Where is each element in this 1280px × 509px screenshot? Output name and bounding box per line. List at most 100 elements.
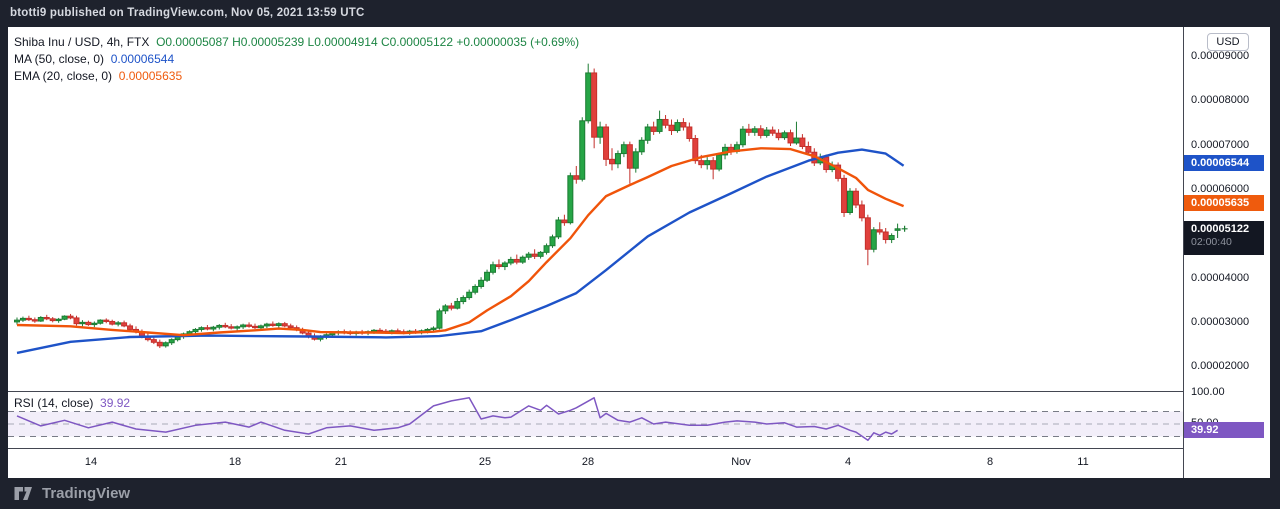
price-axis[interactable]: USD 0.00006544 0.00005635 0.00005122 02:… [1183, 27, 1270, 478]
price-pane[interactable]: Shiba Inu / USD, 4h, FTX O0.00005087 H0.… [8, 27, 1183, 391]
candle-body [632, 151, 639, 169]
candle-body [650, 126, 657, 132]
candle-body [228, 326, 235, 329]
candle-body [561, 219, 568, 224]
candle-body [692, 138, 699, 162]
candle-body [597, 126, 604, 138]
candle-body [246, 324, 253, 327]
candle-body [490, 264, 496, 273]
candle-body [739, 128, 746, 146]
candle-body [127, 325, 134, 330]
candle-body [49, 318, 56, 322]
candle-body [43, 316, 50, 320]
candle-body [507, 258, 514, 264]
price-chart-canvas[interactable] [8, 27, 1183, 391]
candle-body [61, 315, 68, 320]
price-tick-label: 0.00006000 [1191, 182, 1250, 195]
candle-body [472, 285, 479, 293]
time-tick-11: 11 [1077, 456, 1089, 468]
time-tick-18: 18 [228, 456, 242, 468]
candle-body [704, 160, 711, 166]
time-tick-21: 21 [334, 456, 348, 468]
candle-body [769, 129, 776, 134]
candle-body [19, 317, 26, 321]
time-tick-14: 14 [84, 456, 98, 468]
candle-body [793, 137, 800, 144]
candle-body [567, 175, 574, 224]
candle-body [484, 271, 491, 281]
last-price-value: 0.00005122 [1191, 223, 1250, 235]
candle-body [168, 339, 175, 344]
candle-body [680, 122, 687, 128]
ohlc-values: O0.00005087 H0.00005239 L0.00004914 C0.0… [156, 35, 580, 49]
rsi-value: 39.92 [100, 396, 131, 410]
candle-body [263, 323, 270, 327]
time-tick-Nov: Nov [731, 456, 751, 468]
candle-body [192, 328, 199, 333]
candle-body [216, 324, 223, 328]
candle-body [579, 120, 586, 180]
candle-body [115, 322, 122, 325]
rsi-value-badge: 39.92 [1184, 422, 1264, 438]
last-price-marker [901, 225, 908, 232]
footer-bar: TradingView [0, 478, 1280, 509]
publish-bar: btotti9 published on TradingView.com, No… [0, 0, 1280, 27]
candle-body [466, 291, 473, 299]
candle-body [745, 128, 752, 133]
candle-body [55, 318, 62, 322]
candle-body [888, 235, 895, 241]
candle-body [686, 126, 693, 140]
candle-body [448, 305, 455, 309]
rsi-chart-canvas[interactable] [8, 392, 1183, 448]
currency-toggle-button[interactable]: USD [1207, 33, 1249, 51]
symbol-title: Shiba Inu / USD, 4h, FTX [14, 35, 150, 49]
tradingview-logo[interactable] [14, 486, 36, 501]
candle-body [91, 322, 98, 326]
candle-body [287, 325, 294, 329]
candle-body [751, 128, 758, 133]
candle-body [31, 319, 38, 322]
rsi-label: RSI (14, close) [14, 396, 94, 410]
chart-panel: Shiba Inu / USD, 4h, FTX O0.00005087 H0.… [8, 27, 1270, 478]
brand-link[interactable]: TradingView [42, 485, 131, 502]
candle-body [204, 327, 211, 330]
candle-body [543, 245, 550, 253]
candle-body [858, 204, 865, 219]
ema-price-badge: 0.00005635 [1184, 195, 1264, 211]
candle-body [156, 341, 163, 347]
rsi-pane[interactable]: RSI (14, close) 39.92 [8, 391, 1183, 449]
candle-body [847, 190, 853, 213]
candle-body [549, 236, 556, 247]
candle-body [799, 137, 806, 147]
candle-body [531, 253, 538, 257]
rsi-line [16, 397, 898, 442]
ema-row: EMA (20, close, 0) 0.00005635 [14, 68, 579, 85]
candle-body [103, 319, 110, 322]
ma-row: MA (50, close, 0) 0.00006544 [14, 51, 579, 68]
price-tick-label: 0.00008000 [1191, 94, 1250, 107]
candle-body [150, 339, 157, 343]
candle-body [852, 190, 859, 206]
candle-body [835, 164, 842, 179]
candle-body [210, 326, 217, 330]
candle-body [805, 145, 812, 153]
candle-body [870, 229, 877, 250]
candle-body [894, 228, 901, 231]
candle-body [275, 323, 282, 326]
symbol-row: Shiba Inu / USD, 4h, FTX O0.00005087 H0.… [14, 34, 579, 51]
candle-body [882, 231, 889, 241]
candle-body [424, 328, 431, 332]
candle-body [67, 315, 74, 319]
ma50-line [16, 148, 905, 355]
price-tick-label: 0.00007000 [1191, 138, 1250, 151]
candle-body [609, 158, 615, 165]
candle-body [495, 264, 502, 268]
candle-body [668, 124, 675, 132]
candle-body [25, 317, 32, 321]
candle-body [763, 129, 770, 136]
candle-body [620, 144, 627, 155]
candle-body [454, 301, 461, 309]
candle-body [14, 319, 20, 323]
candle-body [85, 321, 92, 326]
time-axis[interactable]: 14 18 21 25 28 Nov 4 8 11 [8, 449, 1183, 478]
